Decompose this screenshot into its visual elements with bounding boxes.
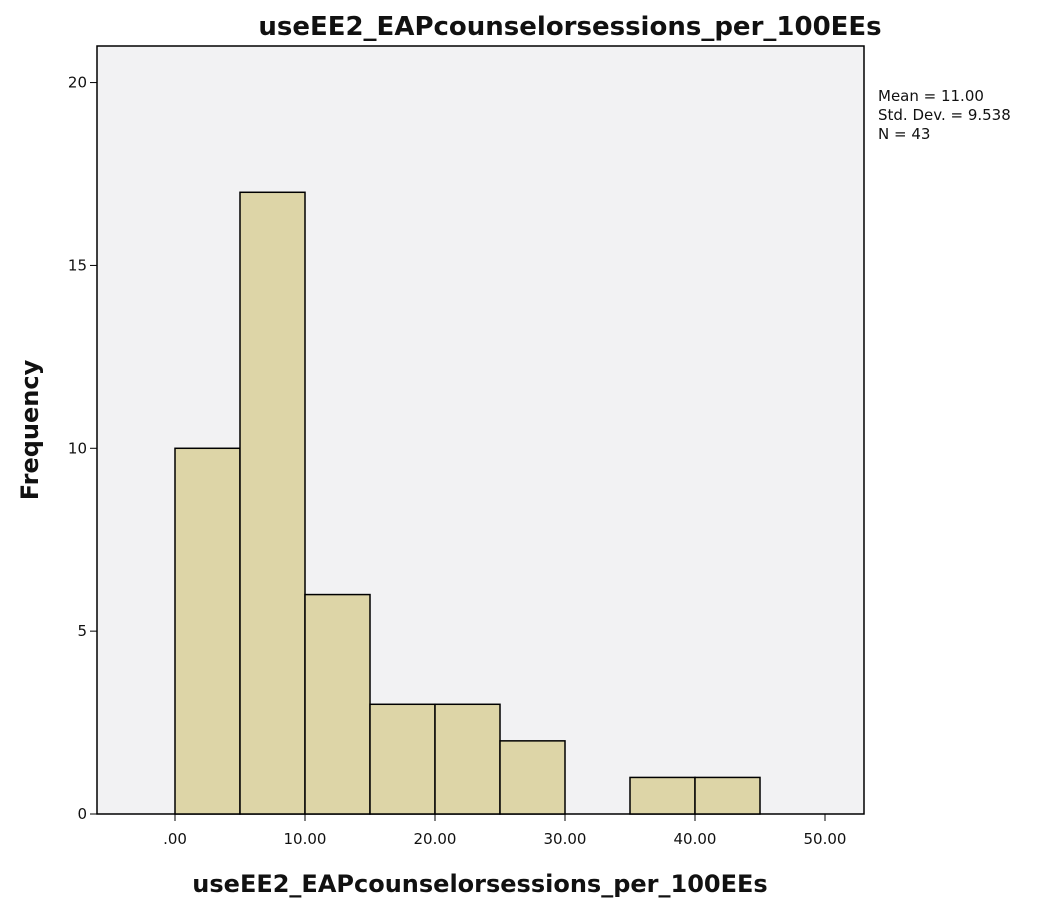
histogram-bar-7	[629, 776, 696, 815]
chart-title: useEE2_EAPcounselorsessions_per_100EEs	[258, 12, 881, 42]
x-axis-title: useEE2_EAPcounselorsessions_per_100EEs	[192, 870, 767, 898]
y-axis-title: Frequency	[16, 359, 44, 500]
y-axis: 0 5 10 15 20	[68, 74, 97, 823]
x-tick-label: 50.00	[804, 830, 847, 848]
stat-mean: Mean = 11.00	[878, 87, 984, 105]
stat-std-dev: Std. Dev. = 9.538	[878, 106, 1011, 124]
histogram-bar-4	[434, 703, 501, 815]
x-tick-label: .00	[163, 830, 187, 848]
x-tick-label: 30.00	[544, 830, 587, 848]
y-tick-label: 20	[68, 74, 87, 92]
y-tick-label: 10	[68, 439, 87, 457]
x-tick-label: 20.00	[414, 830, 457, 848]
histogram-bar-2	[304, 593, 371, 815]
bars-group	[174, 191, 761, 815]
x-axis: .00 10.00 20.00 30.00 40.00 50.00	[163, 814, 846, 848]
y-tick-label: 15	[68, 256, 87, 274]
histogram-bar-1	[239, 191, 306, 815]
y-tick-label: 0	[77, 805, 87, 823]
x-tick-label: 10.00	[284, 830, 327, 848]
x-tick-label: 40.00	[674, 830, 717, 848]
histogram-bar-3	[369, 703, 436, 815]
y-tick-label: 5	[77, 622, 87, 640]
histogram-bar-5	[499, 740, 566, 815]
histogram-bar-0	[174, 447, 241, 815]
histogram-bar-8	[694, 776, 761, 815]
stat-n: N = 43	[878, 125, 930, 143]
